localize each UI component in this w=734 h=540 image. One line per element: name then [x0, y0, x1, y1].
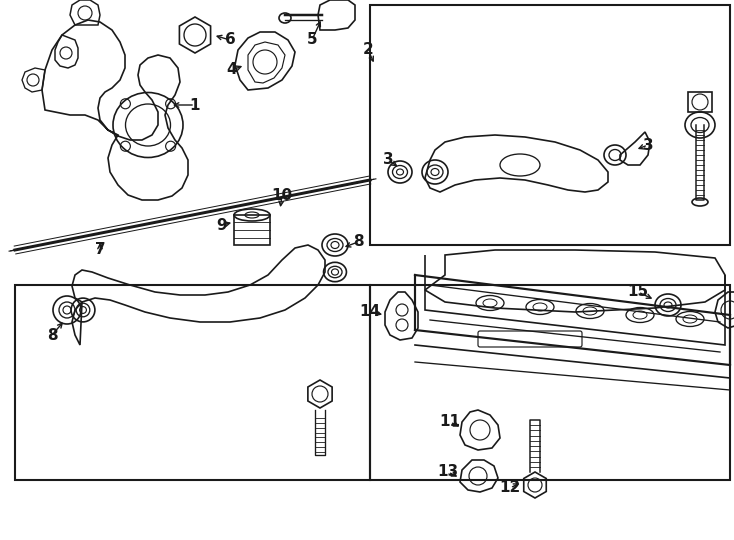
Text: 9: 9 [217, 218, 228, 233]
Text: 7: 7 [95, 242, 105, 258]
Bar [688, 92, 712, 112]
Text: 8: 8 [353, 234, 363, 249]
Bar [370, 285, 730, 480]
Text: 10: 10 [272, 187, 293, 202]
Text: 11: 11 [440, 415, 460, 429]
Text: 1: 1 [190, 98, 200, 112]
Text: 14: 14 [360, 305, 380, 320]
Text: 6: 6 [225, 32, 236, 48]
Text: 15: 15 [628, 285, 649, 300]
Bar [370, 5, 730, 245]
Text: 2: 2 [363, 43, 374, 57]
Text: 8: 8 [47, 327, 57, 342]
Text: 3: 3 [643, 138, 653, 152]
Text: 4: 4 [227, 63, 237, 78]
Text: 5: 5 [307, 32, 317, 48]
Bar [234, 215, 270, 245]
Text: 3: 3 [382, 152, 393, 167]
Bar [15, 285, 370, 480]
Text: 13: 13 [437, 464, 459, 480]
Text: 12: 12 [499, 481, 520, 496]
